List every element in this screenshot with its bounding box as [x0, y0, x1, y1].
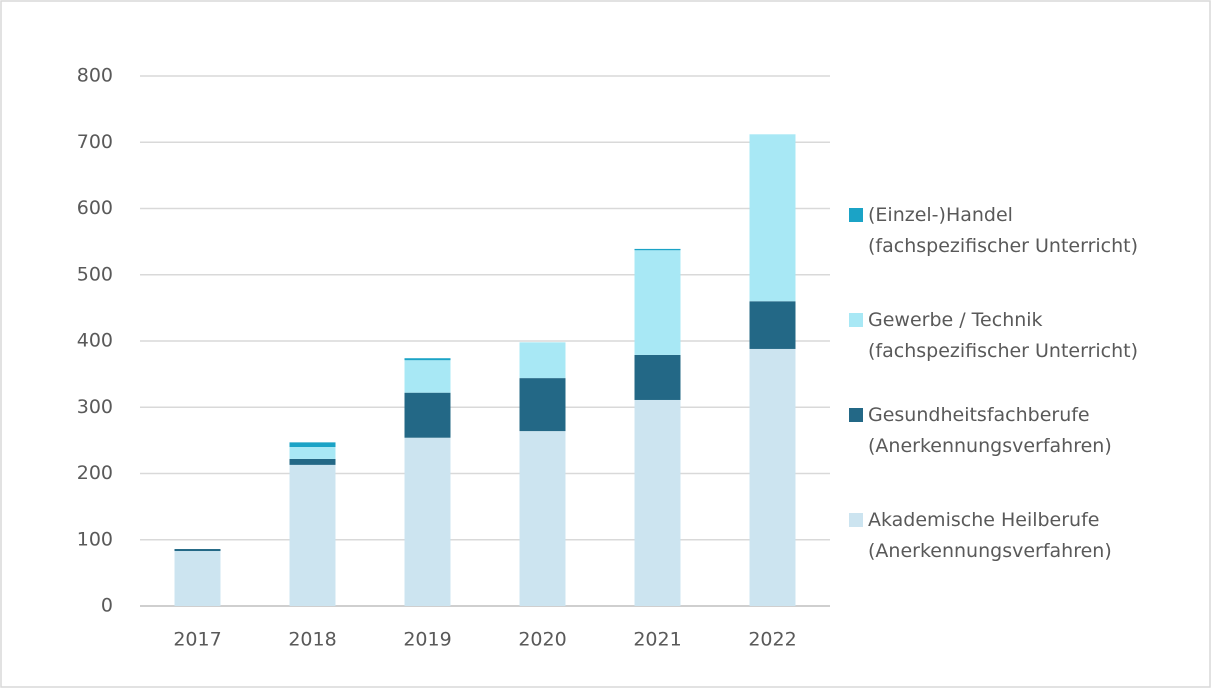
x-tick-label: 2017: [173, 629, 221, 651]
bar-segment: [404, 392, 451, 438]
bar-segment: [749, 134, 796, 302]
x-tick-label: 2019: [403, 629, 451, 651]
x-tick-label: 2020: [518, 629, 566, 651]
bar-segment: [289, 464, 336, 606]
x-tick-label: 2018: [288, 629, 336, 651]
bar-segment: [634, 399, 681, 606]
y-tick-label: 100: [77, 528, 113, 550]
legend-label: Akademische Heilberufe (Anerkennungsverfa…: [868, 509, 1112, 562]
bar-segment: [634, 354, 681, 400]
legend-swatch: [849, 408, 863, 422]
bar-segment: [634, 248, 681, 251]
bar-segment: [289, 447, 336, 459]
legend-swatch: [849, 208, 863, 222]
legend-label: (Einzel-)Handel (fachspezifischer Unterri…: [868, 204, 1138, 257]
bar-segment: [519, 342, 566, 379]
bar-segment: [749, 348, 796, 606]
bar-segment: [519, 378, 566, 432]
y-tick-label: 400: [77, 330, 113, 352]
legend-swatch: [849, 313, 863, 327]
y-tick-label: 0: [101, 595, 113, 617]
x-tick-label: 2021: [633, 629, 681, 651]
bar-segment: [289, 442, 336, 447]
legend-swatch: [849, 513, 863, 527]
bar-segment: [749, 301, 796, 349]
x-tick-label: 2022: [748, 629, 796, 651]
bar-segment: [404, 360, 451, 393]
y-tick-label: 800: [77, 65, 113, 87]
bar-segment: [174, 551, 221, 606]
bar-segment: [404, 358, 451, 361]
y-tick-label: 200: [77, 462, 113, 484]
bar-segment: [174, 549, 221, 552]
y-tick-label: 700: [77, 131, 113, 153]
bar-segment: [519, 431, 566, 606]
y-tick-label: 300: [77, 396, 113, 418]
bar-segment: [404, 437, 451, 606]
y-tick-label: 600: [77, 197, 113, 219]
bar-segment: [289, 458, 336, 465]
y-tick-label: 500: [77, 263, 113, 285]
bar-segment: [634, 250, 681, 355]
legend-label: Gesundheitsfachberufe (Anerkennungsverfah…: [868, 404, 1112, 457]
legend-label: Gewerbe / Technik (fachspezifischer Unter…: [868, 309, 1138, 362]
